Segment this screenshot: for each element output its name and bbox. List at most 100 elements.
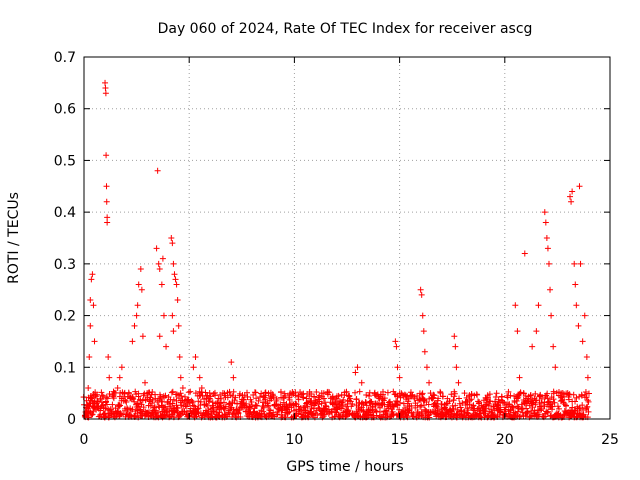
data-point [406,406,413,413]
data-point [372,407,379,414]
data-point [366,392,373,399]
data-point [505,388,512,395]
data-point [468,391,475,398]
data-point [218,395,225,402]
data-point [569,188,576,195]
data-point [110,395,117,402]
data-point [177,390,184,397]
data-point [174,297,181,304]
data-point [384,389,391,396]
data-point [262,396,269,403]
y-axis-label: ROTI / TECUs [6,192,22,284]
data-point [135,281,142,288]
data-point [515,403,522,410]
data-point [169,388,176,395]
data-point [573,302,580,309]
data-point [571,260,578,267]
data-point [198,384,205,391]
data-point [566,391,573,398]
data-point [542,219,549,226]
data-point [451,393,458,400]
data-point [140,404,147,411]
data-point [132,388,139,395]
data-point [149,400,156,407]
data-point [135,390,142,397]
data-point [280,399,287,406]
data-point [160,312,167,319]
data-point [176,353,183,360]
data-point [134,400,141,407]
data-point [163,343,170,350]
data-point [189,398,196,405]
x-tick-label: 15 [391,432,409,448]
data-point [230,388,237,395]
data-point [316,405,323,412]
data-point [452,343,459,350]
data-point [562,402,569,409]
data-point [369,409,376,416]
data-point [93,406,100,413]
data-point [129,338,136,345]
data-point [570,391,577,398]
data-point [431,392,438,399]
data-point [343,403,350,410]
x-tick-label: 0 [80,432,89,448]
data-point [144,390,151,397]
data-point [137,266,144,273]
data-point [255,397,262,404]
data-point [446,398,453,405]
data-point [512,302,519,309]
data-point [262,389,269,396]
data-point [343,388,350,395]
data-point [156,266,163,273]
data-point [493,390,500,397]
data-point [315,404,322,411]
data-point [347,395,354,402]
data-point [102,79,109,86]
data-point [270,392,277,399]
data-point [583,353,590,360]
data-point [295,396,302,403]
data-point [87,322,94,329]
data-point [169,240,176,247]
data-point [142,397,149,404]
chart-title: Day 060 of 2024, Rate Of TEC Index for r… [158,21,533,37]
x-tick-label: 10 [285,432,303,448]
data-point [104,219,111,226]
data-point [153,245,160,252]
data-point [584,374,591,381]
data-point [487,398,494,405]
x-tick-label: 5 [185,432,194,448]
data-point [92,393,99,400]
data-point [244,393,251,400]
data-point [585,408,592,415]
data-point [169,400,176,407]
data-point [117,410,124,417]
data-point [104,401,111,408]
data-point [545,260,552,267]
data-point [423,364,430,371]
data-point [550,396,557,403]
data-point [544,395,551,402]
data-point [397,399,404,406]
data-point [352,369,359,376]
data-point [393,397,400,404]
data-point [356,388,363,395]
data-point [418,291,425,298]
data-point [538,399,545,406]
data-point [417,286,424,293]
x-axis-label: GPS time / hours [286,459,403,475]
data-point [394,364,401,371]
data-point [209,405,216,412]
data-point [172,276,179,283]
data-point [169,312,176,319]
data-point [102,405,109,412]
data-point [437,390,444,397]
data-point [550,343,557,350]
data-point [461,390,468,397]
data-point [197,398,204,405]
data-point [98,389,105,396]
data-point [88,276,95,283]
data-point [501,399,508,406]
